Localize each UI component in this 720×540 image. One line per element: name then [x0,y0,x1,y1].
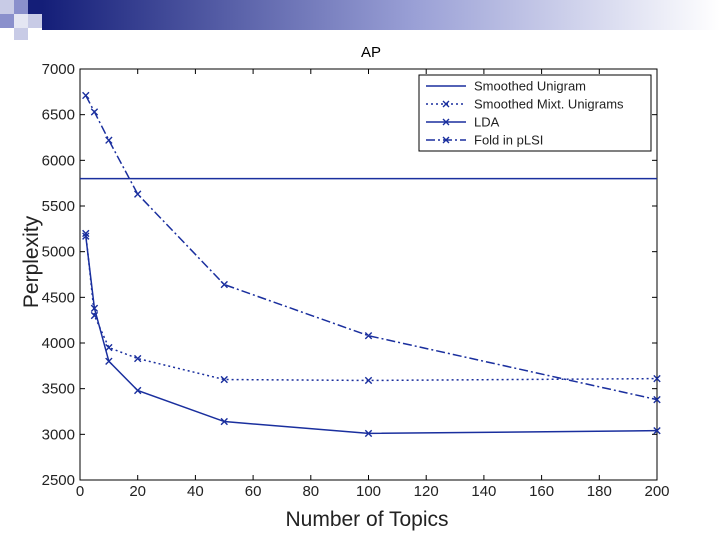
y-tick-label: 3500 [42,381,75,398]
x-tick-label: 160 [529,483,554,500]
data-point-marker [220,417,228,426]
series-lda [82,232,661,438]
legend-label: Fold in pLSI [474,133,543,148]
x-tick-label: 180 [587,483,612,500]
x-tick-label: 40 [187,483,204,500]
y-axis-title: Perplexity [20,215,43,308]
x-axis-tick-labels: 0 20 40 60 80 100 120 140 160 180 200 [76,483,670,500]
legend-label: Smoothed Mixt. Unigrams [474,97,624,112]
y-axis-tick-labels: 2500 3000 3500 4000 4500 5000 5500 6000 6500 7000 [42,61,75,489]
data-point-marker [134,354,142,363]
series-line-smoothed-mixt-unigrams [85,233,658,382]
data-point-marker [653,426,661,435]
data-point-marker [653,395,661,404]
data-point-marker [653,374,661,383]
data-point-marker [105,343,113,352]
x-tick-label: 100 [356,483,381,500]
legend: Smoothed Unigram Smoothed Mixt. Unigrams L… [418,74,652,152]
legend-marker [442,100,450,108]
series-layer [80,91,661,438]
data-point-marker [105,357,113,365]
data-point-marker [82,232,90,240]
data-point-marker [134,190,142,198]
data-point-marker [82,229,90,238]
x-axis-title: Number of Topics [285,508,448,531]
x-tick-label: 140 [471,483,496,500]
deco-square [14,0,28,14]
x-tick-label: 60 [245,483,262,500]
legend-box [418,74,652,152]
series-smoothed-mixt-unigrams [82,229,661,385]
deco-square [0,0,14,14]
legend-item-smoothed-unigram: Smoothed Unigram [426,79,586,94]
y-tick-label: 3000 [42,426,75,443]
y-tick-label: 6000 [42,152,75,169]
chart-title: AP [361,44,381,61]
data-point-marker [364,331,373,340]
series-line-lda [85,236,658,435]
y-tick-label: 4000 [42,335,75,352]
x-tick-label: 20 [129,483,146,500]
legend-item-lda: LDA [426,115,500,130]
legend-marker [442,118,450,126]
x-tick-label: 120 [414,483,439,500]
y-tick-label: 2500 [42,472,75,489]
y-tick-label: 6500 [42,107,75,124]
x-tick-label: 200 [644,483,669,500]
legend-item-smoothed-mixt-unigrams: Smoothed Mixt. Unigrams [426,97,624,112]
y-tick-label: 5500 [42,198,75,215]
data-point-marker [82,91,90,100]
y-tick-label: 5000 [42,244,75,261]
slide-header-decoration [0,0,720,40]
data-point-marker [90,108,99,116]
data-point-marker [364,429,373,438]
legend-item-fold-in-plsi: Fold in pLSI [426,133,543,148]
deco-square [0,14,14,28]
deco-square [14,28,28,40]
x-tick-label: 0 [76,483,84,500]
y-tick-label: 4500 [42,289,75,306]
data-point-marker [134,386,142,395]
legend-marker [442,136,450,144]
legend-label: LDA [474,115,500,130]
data-point-marker [364,376,373,385]
data-point-marker [105,136,113,144]
deco-square [14,14,28,28]
deco-header-bar [42,0,720,30]
data-point-marker [220,375,228,384]
axis-ticks [79,68,658,481]
series-fold-in-plsi [82,91,661,404]
deco-square [28,14,42,28]
data-point-marker [220,280,228,289]
deco-square [28,0,42,14]
y-tick-label: 7000 [42,61,75,78]
x-tick-label: 80 [302,483,319,500]
data-point-marker [90,304,99,312]
legend-label: Smoothed Unigram [474,79,586,94]
